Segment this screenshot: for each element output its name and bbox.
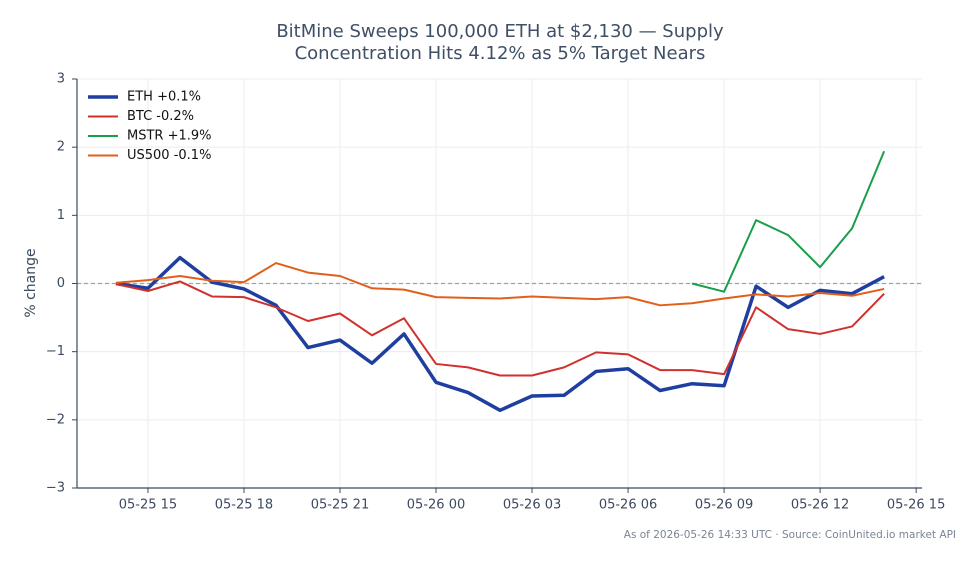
y-tick-label: 2	[57, 140, 65, 155]
y-tick-label: 0	[57, 276, 65, 291]
y-tick-label: 1	[57, 208, 65, 223]
legend-label: ETH +0.1%	[127, 90, 201, 105]
x-tick-label: 05-25 18	[215, 498, 273, 513]
x-tick-label: 05-26 12	[791, 498, 849, 513]
y-tick-label: −2	[46, 412, 65, 427]
x-tick-label: 05-26 03	[503, 498, 561, 513]
series-line	[115, 255, 885, 413]
y-tick-label: −1	[46, 344, 65, 359]
x-tick-label: 05-26 00	[407, 498, 465, 513]
chart-title: BitMine Sweeps 100,000 ETH at $2,130 — S…	[276, 21, 724, 42]
x-tick-label: 05-26 09	[695, 498, 753, 513]
source-note: As of 2026-05-26 14:33 UTC · Source: Coi…	[624, 529, 956, 541]
x-tick-label: 05-26 06	[599, 498, 657, 513]
y-axis-label: % change	[23, 248, 39, 317]
legend-label: US500 -0.1%	[127, 148, 211, 163]
x-tick-label: 05-25 15	[119, 498, 177, 513]
legend-label: MSTR +1.9%	[127, 129, 212, 144]
x-tick-label: 05-26 15	[887, 498, 945, 513]
legend-label: BTC -0.2%	[127, 109, 194, 124]
series-line	[691, 150, 886, 293]
x-tick-label: 05-25 21	[311, 498, 369, 513]
chart-title: Concentration Hits 4.12% as 5% Target Ne…	[295, 43, 706, 64]
series-line	[115, 262, 885, 307]
series-line	[115, 280, 885, 377]
y-tick-label: −3	[46, 481, 65, 496]
y-tick-label: 3	[57, 72, 65, 87]
